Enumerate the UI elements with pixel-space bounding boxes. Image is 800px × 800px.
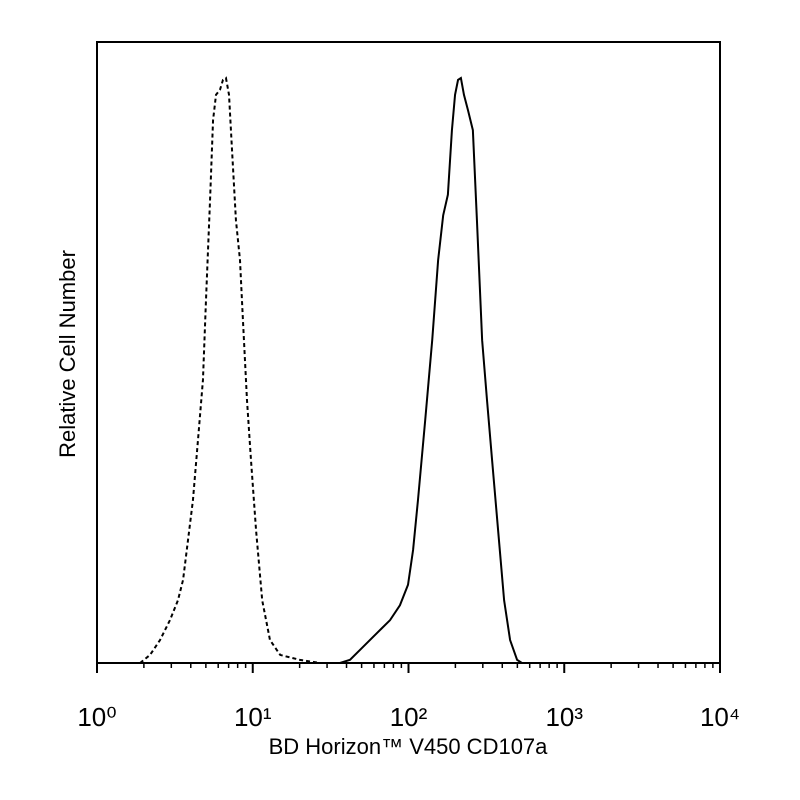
plot-frame — [96, 41, 721, 664]
x-tick-label: 10⁰ — [77, 702, 116, 732]
x-tick-label: 10¹ — [234, 702, 272, 732]
histogram-line — [97, 76, 720, 664]
x-tick-label: 10³ — [545, 702, 583, 732]
x-tick-label: 10⁴ — [700, 702, 740, 732]
y-axis-label: Relative Cell Number — [55, 250, 80, 458]
x-axis-label: BD Horizon™ V450 CD107a — [269, 734, 549, 759]
histogram-line — [139, 76, 720, 664]
x-tick-label: 10² — [390, 702, 428, 732]
